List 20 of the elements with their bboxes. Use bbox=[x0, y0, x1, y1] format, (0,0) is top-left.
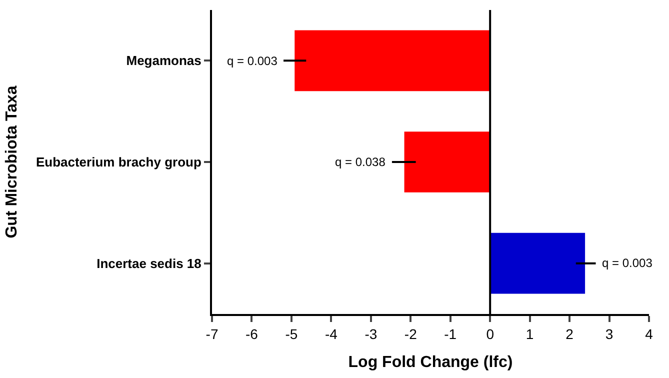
x-tick-label: 3 bbox=[605, 326, 614, 342]
x-tick-label: -1 bbox=[444, 326, 457, 342]
y-axis-title: Gut Microbiota Taxa bbox=[3, 86, 20, 238]
x-tick-label: -5 bbox=[285, 326, 298, 342]
y-tick-label: Megamonas bbox=[126, 53, 202, 68]
annotation: q = 0.003 bbox=[602, 256, 653, 270]
x-tick-label: 2 bbox=[566, 326, 574, 342]
x-tick-label: -7 bbox=[206, 326, 218, 342]
y-tick-label: Incertae sedis 18 bbox=[96, 256, 202, 271]
x-tick-label: 1 bbox=[526, 326, 534, 342]
x-tick-label: -4 bbox=[324, 326, 338, 342]
y-tick-label: Eubacterium brachy group bbox=[36, 154, 202, 170]
x-tick-label: -6 bbox=[246, 326, 258, 342]
x-tick-label: -3 bbox=[364, 326, 378, 342]
annotation: q = 0.003 bbox=[227, 54, 278, 68]
annotation: q = 0.038 bbox=[335, 155, 386, 169]
x-tick-label: 0 bbox=[486, 326, 494, 342]
x-axis-title: Log Fold Change (lfc) bbox=[348, 354, 513, 371]
x-tick-label: -2 bbox=[404, 326, 418, 342]
x-tick-label: 4 bbox=[645, 326, 654, 342]
